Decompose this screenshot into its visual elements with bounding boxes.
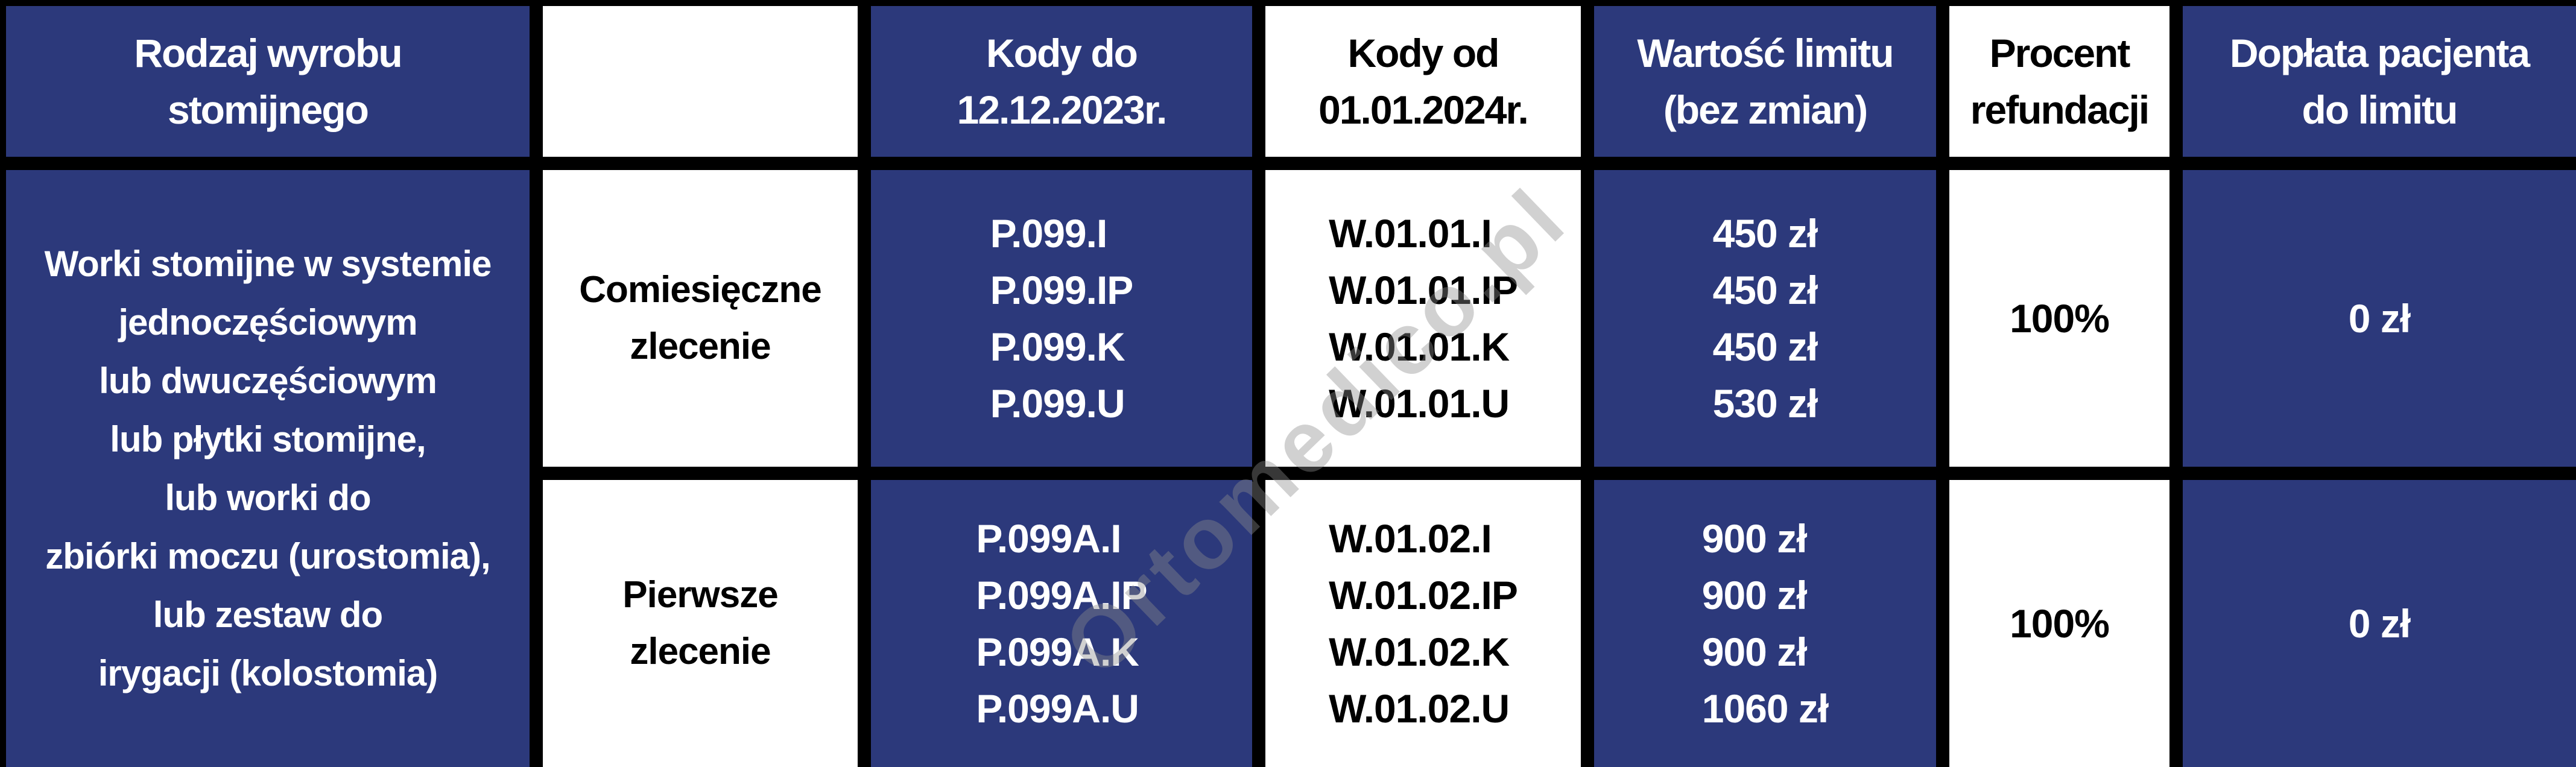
codes-from-cell-row1: W.01.01.I W.01.01.IP W.01.01.K W.01.01.U [1265, 170, 1581, 467]
codes-until-cell-row2: P.099A.I P.099A.IP P.099A.K P.099A.U [871, 480, 1252, 767]
codes-from-cell-row2: W.01.02.I W.01.02.IP W.01.02.K W.01.02.U [1265, 480, 1581, 767]
limit-values-list-row1: 450 zł 450 zł 450 zł 530 zł [1712, 211, 1818, 426]
header-patient-copay: Dopłata pacjenta do limitu [2183, 6, 2576, 157]
order-type-cell-row1: Comiesięczne zlecenie [543, 170, 858, 467]
product-group-cell: Worki stomijne w systemie jednoczęściowy… [6, 170, 530, 767]
header-product-type: Rodzaj wyrobu stomijnego [6, 6, 530, 157]
limit-values-cell-row1: 450 zł 450 zł 450 zł 530 zł [1594, 170, 1936, 467]
header-codes-from: Kody od 01.01.2024r. [1265, 6, 1581, 157]
header-limit-value: Wartość limitu (bez zmian) [1594, 6, 1936, 157]
order-type-cell-row2: Pierwsze zlecenie [543, 480, 858, 767]
limit-values-cell-row2: 900 zł 900 zł 900 zł 1060 zł [1594, 480, 1936, 767]
header-empty [543, 6, 858, 157]
refund-percent-cell-row2: 100% [1949, 480, 2169, 767]
refund-percent-cell-row1: 100% [1949, 170, 2169, 467]
patient-copay-cell-row2: 0 zł [2183, 480, 2576, 767]
codes-until-list-row1: P.099.I P.099.IP P.099.K P.099.U [990, 211, 1134, 426]
codes-until-list-row2: P.099A.I P.099A.IP P.099A.K P.099A.U [976, 516, 1147, 731]
header-refund-percent: Procent refundacji [1949, 6, 2169, 157]
header-codes-until: Kody do 12.12.2023r. [871, 6, 1252, 157]
limit-values-list-row2: 900 zł 900 zł 900 zł 1060 zł [1701, 516, 1829, 731]
patient-copay-cell-row1: 0 zł [2183, 170, 2576, 467]
codes-until-cell-row1: P.099.I P.099.IP P.099.K P.099.U [871, 170, 1252, 467]
codes-from-list-row2: W.01.02.I W.01.02.IP W.01.02.K W.01.02.U [1329, 516, 1518, 731]
codes-from-list-row1: W.01.01.I W.01.01.IP W.01.01.K W.01.01.U [1329, 211, 1518, 426]
